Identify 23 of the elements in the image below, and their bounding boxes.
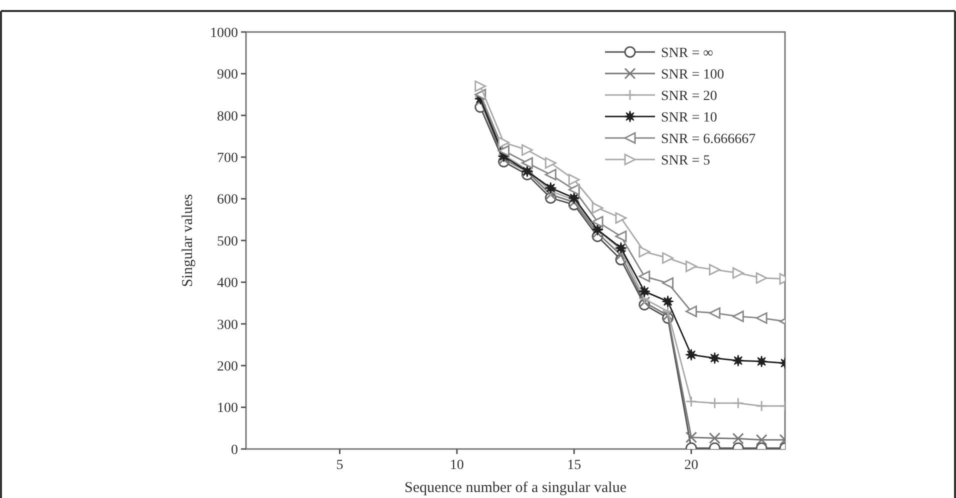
x-tick-label: 10: [450, 458, 464, 473]
x-tick-label: 20: [684, 458, 698, 473]
legend-label: SNR = ∞: [661, 46, 714, 61]
y-axis-title: Singular values: [180, 194, 196, 287]
y-tick-label: 300: [217, 318, 238, 333]
y-tick-label: 900: [217, 68, 238, 83]
x-tick-label: 5: [336, 458, 344, 473]
y-tick-label: 100: [217, 401, 238, 416]
y-tick-label: 600: [217, 192, 238, 208]
y-tick-label: 500: [217, 234, 238, 250]
y-tick-label: 800: [217, 109, 238, 124]
x-axis-title: Sequence number of a singular value: [404, 480, 627, 496]
legend-label: SNR = 20: [661, 88, 718, 104]
y-tick-label: 400: [217, 276, 238, 292]
legend-label: SNR = 6.666667: [661, 132, 756, 147]
y-tick-label: 200: [217, 360, 238, 374]
y-tick-label: 0: [231, 442, 238, 458]
y-tick-label: 1000: [210, 26, 238, 41]
y-tick-label: 700: [217, 151, 238, 166]
legend-label: SNR = 10: [661, 110, 718, 126]
legend-label: SNR = 100: [661, 67, 724, 82]
legend-label: SNR = 5: [661, 153, 710, 168]
x-tick-label: 15: [567, 458, 582, 473]
